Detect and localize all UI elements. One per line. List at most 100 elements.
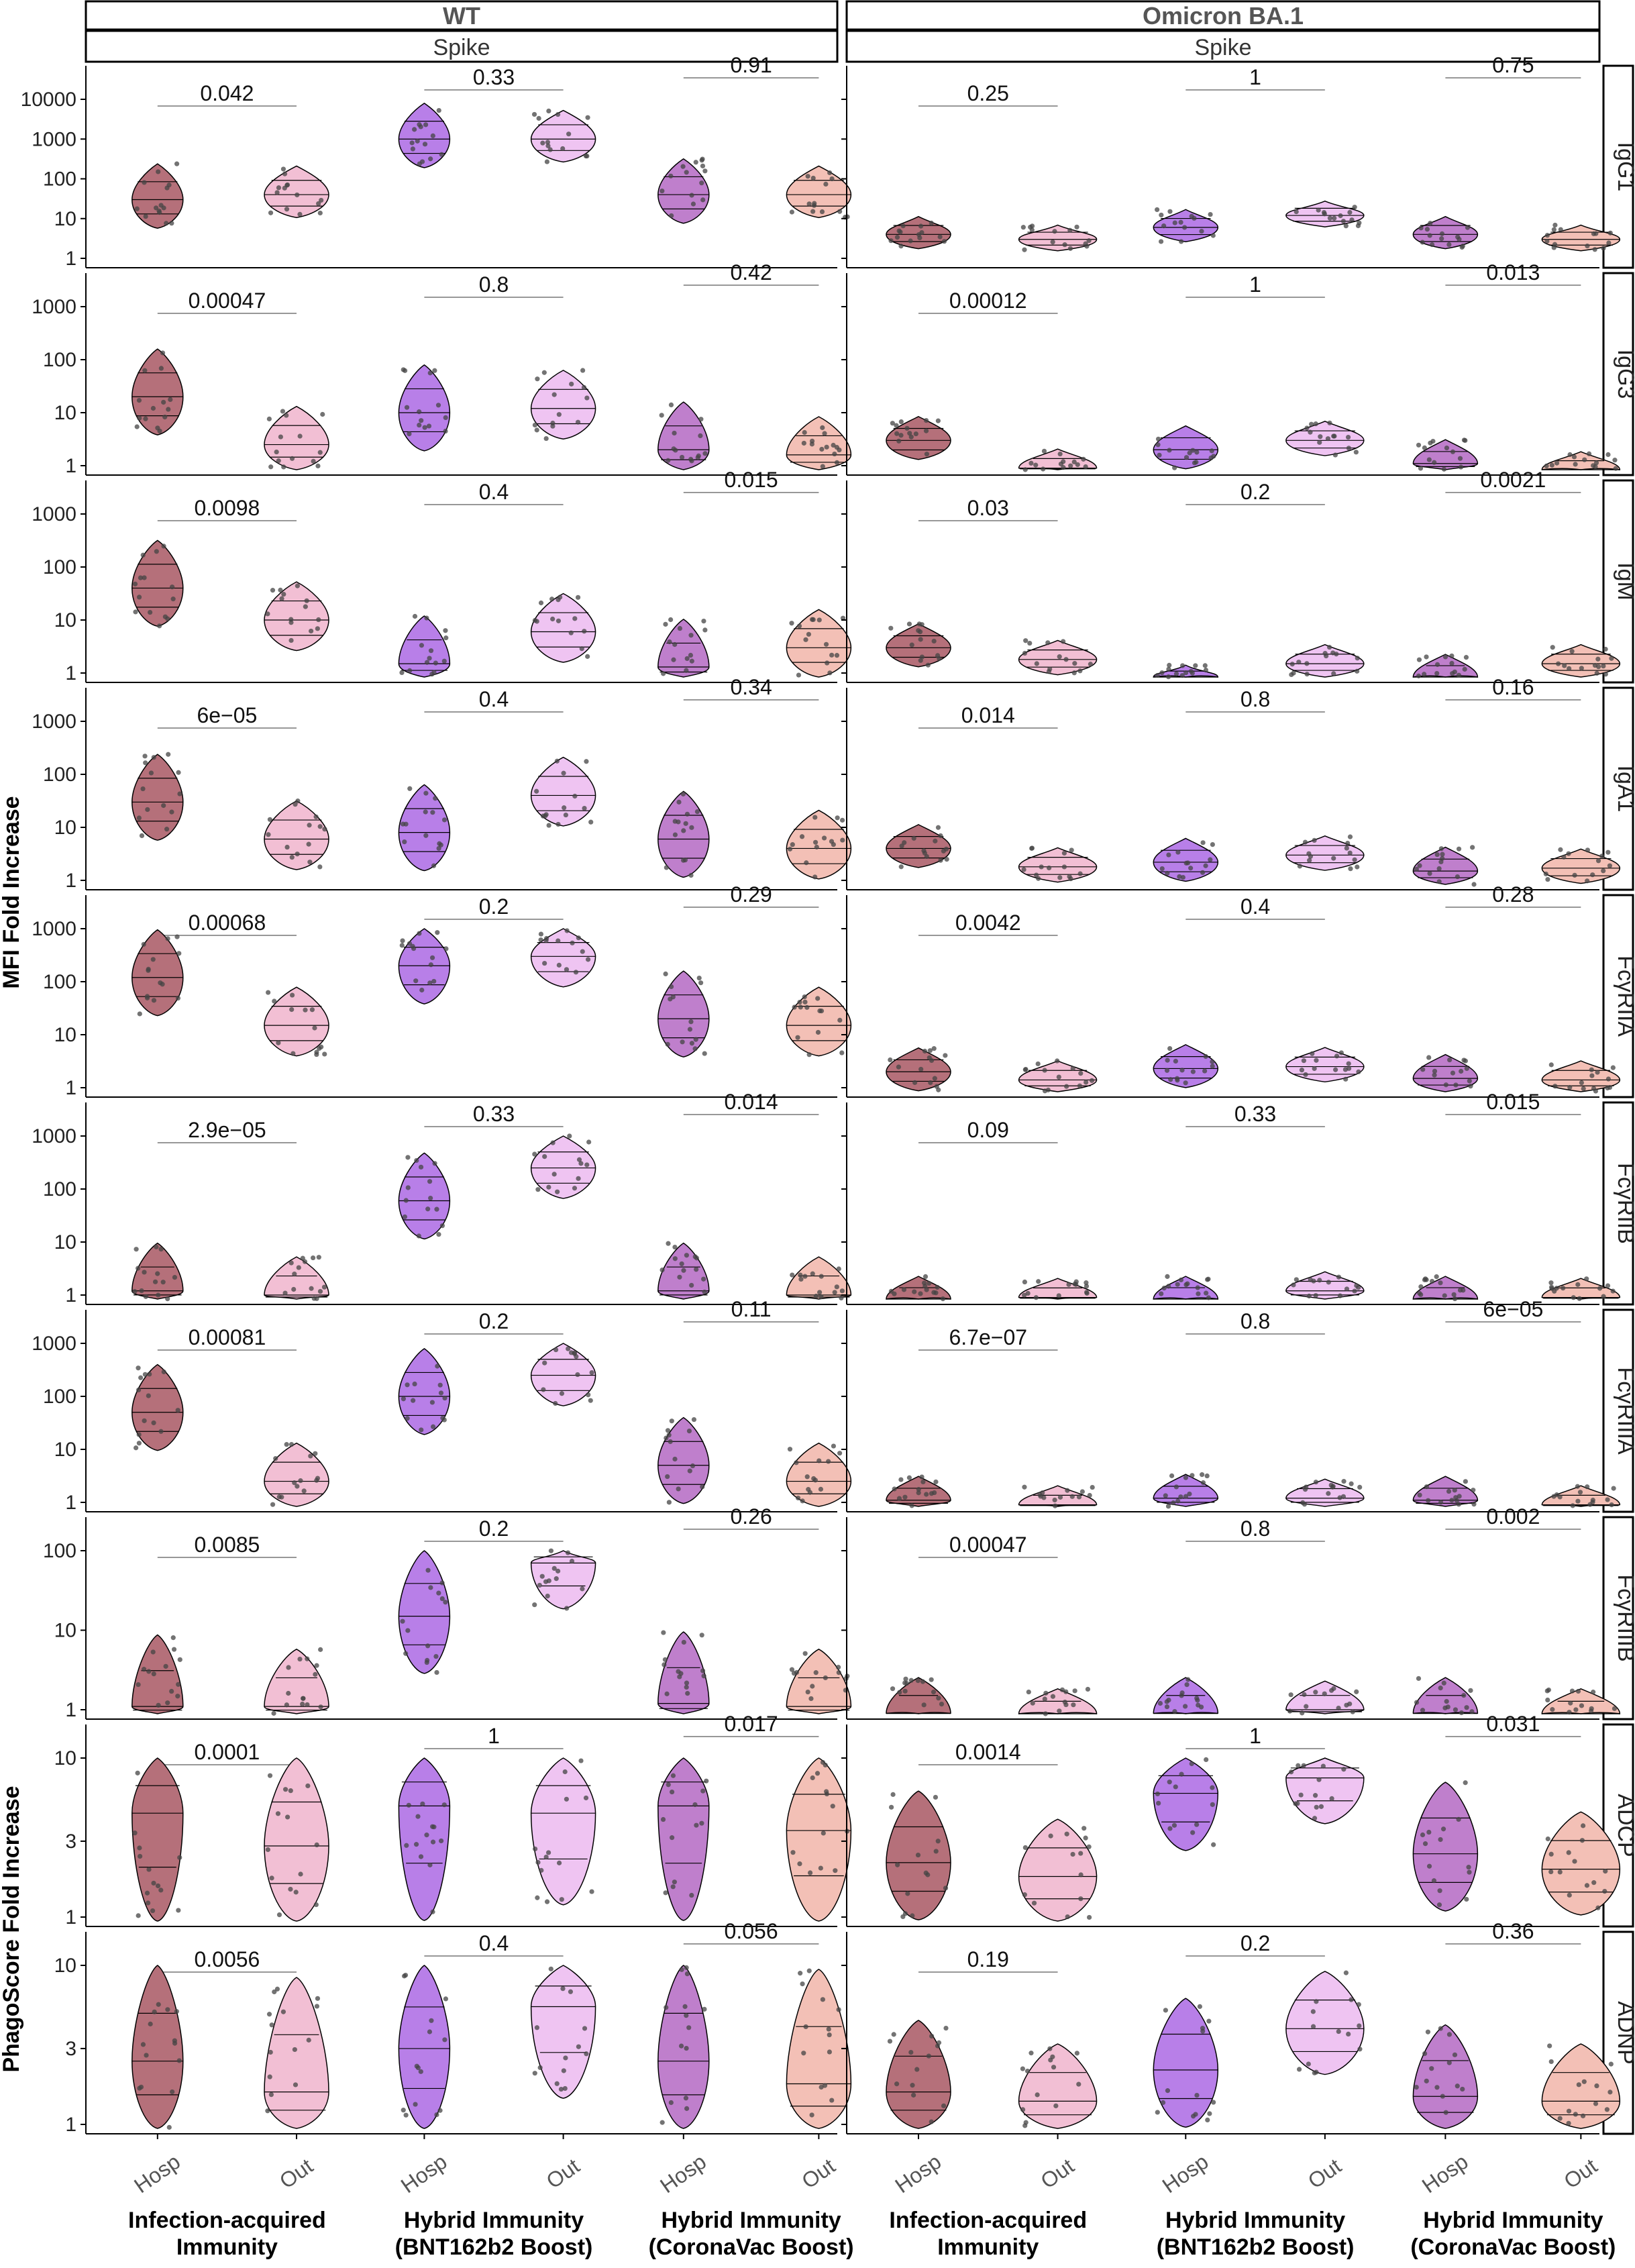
data-point [272,998,277,1004]
data-point [694,1267,699,1272]
data-point [1552,242,1558,247]
data-point [824,1791,830,1797]
data-point [443,635,449,641]
data-point [1029,845,1035,851]
data-point [1343,223,1349,229]
data-point [1566,2120,1571,2126]
data-point [1414,866,1419,872]
group-label-line2: Immunity [937,2234,1039,2260]
data-point [546,1184,551,1190]
data-point [802,994,807,1000]
data-point [314,1663,319,1668]
data-point [165,1296,170,1302]
data-point [1356,2002,1361,2007]
data-point [137,1011,142,1017]
data-point [821,1831,826,1836]
data-point [829,652,835,658]
data-point [834,653,840,658]
data-point [698,417,704,422]
data-point [790,1272,795,1278]
data-point [165,2007,170,2012]
data-point [132,1831,138,1836]
data-point [315,463,321,469]
strip-title: WT [443,2,480,30]
data-point [1190,670,1195,676]
data-point [563,812,568,818]
data-point [146,1393,151,1398]
data-point [1440,852,1445,857]
data-point [810,175,816,181]
data-point [1203,1053,1208,1060]
data-point [1457,456,1463,461]
data-point [1428,440,1433,446]
data-point [1357,1484,1363,1490]
data-point [433,796,438,801]
data-point [1317,1278,1322,1283]
y-tick-label: 1 [65,1492,76,1514]
data-point [563,2055,568,2061]
data-point [907,431,912,436]
data-point [1438,1500,1444,1505]
group-label-line1: Infection-acquired [889,2208,1087,2233]
data-point [888,238,894,244]
y-tick-label: 100 [43,556,76,578]
violin-hosp [398,103,451,168]
data-point [413,978,419,984]
data-point [532,1846,538,1852]
data-point [1336,2028,1341,2034]
data-point [694,1822,699,1828]
violin-hosp [657,790,710,878]
data-point [560,146,566,152]
violin-hosp [657,970,710,1058]
data-point [1590,872,1595,878]
data-point [1422,2051,1428,2057]
data-point [917,629,923,635]
data-point [1064,1831,1069,1837]
data-point [812,839,819,845]
data-point [1166,666,1171,672]
y-tick-label: 10 [54,1439,76,1461]
data-point [1330,1484,1336,1489]
data-point [164,221,169,226]
data-point [1416,1676,1422,1682]
data-point [1449,660,1455,666]
data-point [413,2102,418,2107]
data-point [567,1133,572,1139]
data-point [268,2049,273,2055]
data-point [1548,1869,1554,1875]
data-point [1591,1690,1596,1695]
data-point [162,614,168,619]
data-point [546,108,551,113]
data-point [1179,1068,1185,1073]
data-point [701,1276,706,1282]
data-point [887,2039,893,2044]
data-point [266,416,272,421]
data-point [423,790,429,796]
x-category-label: Hosp [655,2149,710,2198]
data-point [317,210,323,216]
data-point [668,984,674,990]
data-point [1424,1484,1430,1490]
data-point [797,999,802,1005]
data-point [1194,1822,1200,1827]
data-point [1328,1688,1334,1693]
data-point [288,1886,293,1892]
data-point [692,1046,698,1051]
pvalue-label: 0.0042 [955,911,1021,935]
data-point [688,652,694,658]
data-point [1175,849,1181,855]
data-point [564,1796,569,1802]
data-point [1557,1869,1563,1875]
data-point [1052,1497,1057,1503]
data-point [1434,662,1440,667]
data-point [1602,1889,1607,1894]
data-point [1048,1833,1053,1839]
data-point [1175,1282,1180,1287]
row-strip-label: IgM [1613,562,1635,601]
data-point [148,770,154,776]
data-point [804,1474,810,1480]
violin-hosp [1412,1476,1479,1507]
y-tick-label: 10 [54,1024,76,1046]
violin-out [1018,224,1098,252]
